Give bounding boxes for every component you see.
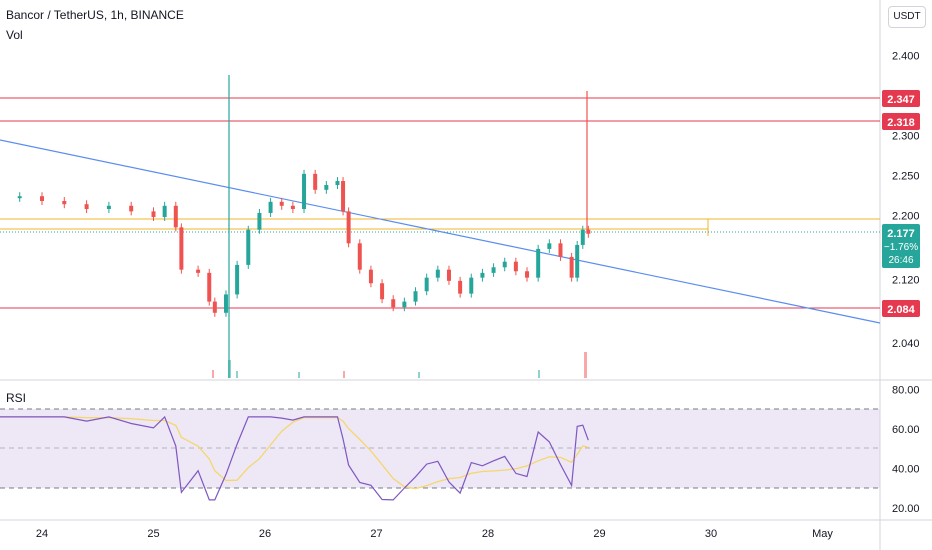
candle-body	[313, 173, 318, 190]
candle-body	[212, 301, 217, 313]
candle-body	[129, 205, 134, 212]
price-axis-ticks: 2.400 2.300 2.250 2.200 2.120 2.040	[892, 51, 920, 350]
candle-body	[162, 205, 167, 217]
candle-body	[580, 229, 585, 245]
candle-body	[151, 211, 156, 217]
rsi-legend[interactable]: RSI	[6, 391, 27, 405]
price-tag-2-318: 2.318	[882, 113, 920, 130]
price-tick-label: 2.300	[892, 131, 920, 143]
price-tag-text: 2.347	[887, 94, 915, 106]
candle-body	[480, 272, 485, 278]
volume-bar	[584, 352, 587, 378]
candle-body	[341, 181, 346, 212]
candle-body	[84, 204, 89, 209]
candle-body	[413, 291, 418, 302]
candle-body	[257, 212, 262, 230]
candle-body	[586, 229, 591, 234]
rsi-tick-label: 40.00	[892, 463, 920, 475]
rsi-axis-ticks: 80.00 60.00 40.00 20.00	[892, 384, 920, 515]
candle-body	[106, 205, 111, 209]
candle-body	[435, 269, 440, 278]
rsi-tick-label: 80.00	[892, 384, 920, 396]
rsi-line	[0, 415, 589, 501]
price-tick-label: 2.120	[892, 274, 920, 286]
candle-body	[368, 269, 373, 284]
symbol-title[interactable]: Bancor / TetherUS, 1h, BINANCE	[6, 8, 184, 22]
rsi-tick-label: 60.00	[892, 424, 920, 436]
volume-bar	[538, 370, 540, 378]
candle-body	[223, 294, 228, 313]
candle-body	[402, 301, 407, 308]
candle-body	[536, 248, 541, 278]
candle-body	[246, 229, 251, 265]
candle-body	[558, 243, 563, 257]
candle-body	[380, 283, 385, 300]
candle-body	[575, 244, 580, 278]
price-tick-label: 2.250	[892, 170, 920, 182]
last-price-text: 2.177	[887, 228, 915, 240]
candle-body	[491, 267, 496, 273]
candle-body	[179, 227, 184, 270]
candle-body	[525, 271, 530, 278]
candle-body	[346, 211, 351, 244]
candle-body	[547, 243, 552, 249]
candle-body	[268, 201, 273, 213]
candle-body	[173, 205, 178, 228]
date-tick-label: 25	[147, 528, 159, 540]
volume-bar	[212, 370, 214, 378]
candle-body	[458, 280, 463, 294]
change-percent-text: −1.76%	[884, 242, 918, 253]
volume-legend[interactable]: Vol	[6, 28, 23, 42]
price-tick-label: 2.200	[892, 210, 920, 222]
date-tick-label: 29	[593, 528, 605, 540]
date-tick-label: May	[812, 528, 833, 540]
candle-body	[302, 173, 307, 209]
candle-body	[279, 201, 284, 206]
candle-body	[502, 261, 507, 268]
date-axis-ticks: 24 25 26 27 28 29 30 May	[36, 528, 834, 540]
candle-body	[446, 269, 451, 281]
rsi-tick-label: 20.00	[892, 503, 920, 515]
candle-body	[513, 261, 518, 272]
volume-bars	[212, 352, 587, 378]
candle-body	[62, 201, 67, 205]
candle-body	[357, 243, 362, 270]
candle-body	[17, 196, 22, 199]
candle-body	[469, 277, 474, 294]
price-tag-2-084: 2.084	[882, 300, 920, 317]
candle-body	[290, 205, 295, 209]
descending-trendline[interactable]	[0, 139, 881, 324]
candle-body	[335, 181, 340, 186]
candle-body	[235, 264, 240, 295]
candle-body	[40, 196, 44, 202]
volume-bar	[236, 371, 238, 378]
candles	[17, 169, 591, 317]
date-tick-label: 24	[36, 528, 48, 540]
candle-body	[324, 185, 329, 190]
countdown-text: 26:46	[888, 255, 913, 266]
candle-body	[569, 256, 574, 278]
volume-bar	[298, 372, 300, 378]
volume-bar	[343, 371, 345, 378]
date-tick-label: 27	[370, 528, 382, 540]
price-tag-text: 2.318	[887, 117, 915, 129]
candle-body	[424, 277, 429, 292]
candle-body	[207, 272, 212, 302]
price-tag-text: 2.084	[887, 304, 915, 316]
date-tick-label: 26	[259, 528, 271, 540]
price-tick-label: 2.040	[892, 338, 920, 350]
volume-bar	[418, 372, 420, 378]
date-tick-label: 30	[705, 528, 717, 540]
price-tick-label: 2.400	[892, 51, 920, 63]
date-tick-label: 28	[482, 528, 494, 540]
last-price-tag: 2.177 −1.76% 26:46	[882, 224, 920, 268]
candle-body	[391, 299, 396, 308]
currency-button[interactable]: USDT	[888, 6, 926, 28]
price-tag-2-347: 2.347	[882, 90, 920, 107]
candle-body	[196, 269, 201, 273]
